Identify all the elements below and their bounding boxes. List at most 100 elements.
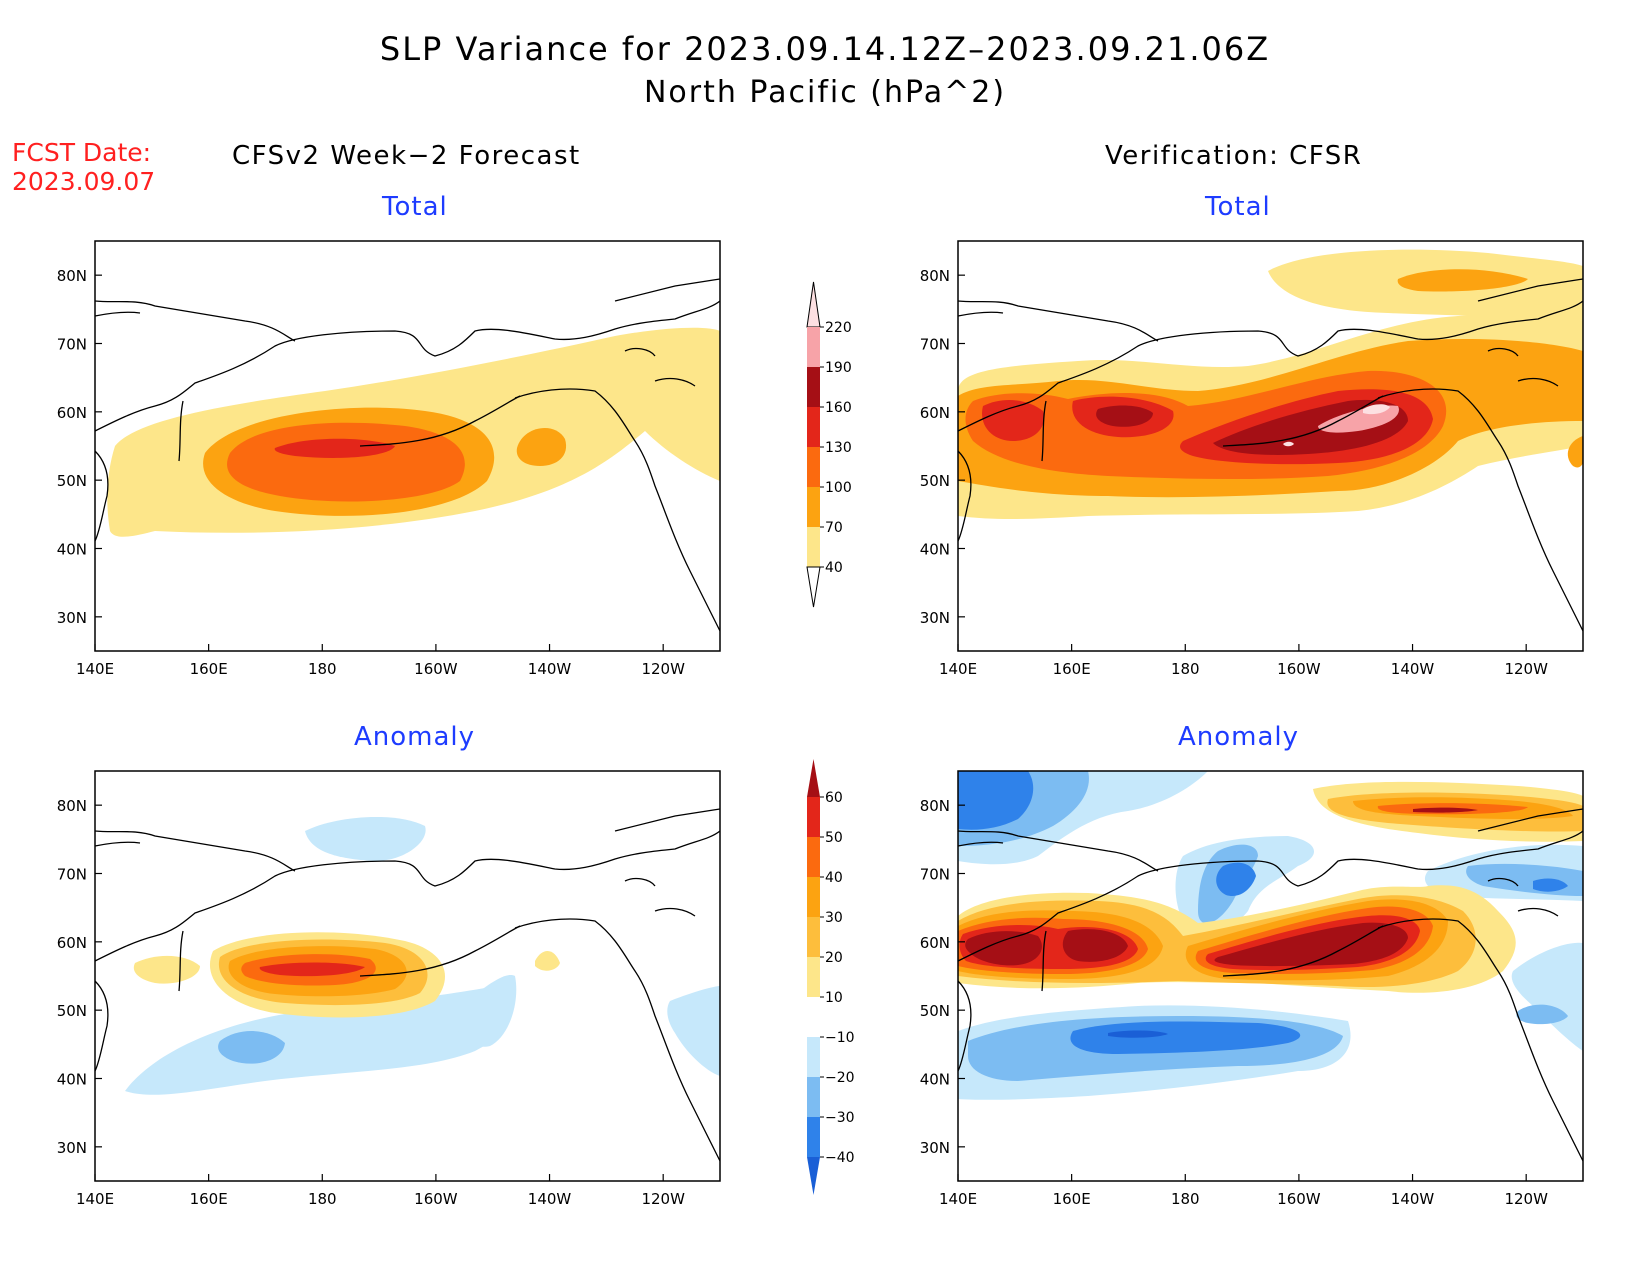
colorbar-label: 100 <box>825 480 852 496</box>
coastline <box>94 808 721 1162</box>
lat-tick-label: 80N <box>920 797 950 815</box>
lon-tick-label: 140W <box>1391 660 1435 678</box>
colorbar-label: 10 <box>825 990 843 1006</box>
lon-tick-label: 120W <box>641 1190 685 1208</box>
forecast-date-label: FCST Date: <box>12 138 152 167</box>
colorbar-label: 70 <box>825 520 843 536</box>
lat-tick-label: 50N <box>57 1002 87 1020</box>
colorbar-label: 160 <box>825 400 852 416</box>
shading <box>958 771 1583 1100</box>
colorbar-box <box>807 527 820 567</box>
colorbar-box <box>807 367 820 407</box>
forecast-date-value: 2023.09.07 <box>12 167 156 196</box>
lon-tick-label: 160E <box>190 1190 228 1208</box>
lat-tick-label: 30N <box>57 1139 87 1157</box>
colorbar-label: −30 <box>825 1110 855 1126</box>
lat-tick-label: 60N <box>920 404 950 422</box>
lon-tick-label: 120W <box>1504 1190 1548 1208</box>
lat-tick-label: 80N <box>57 267 87 285</box>
colorbar-box <box>807 407 820 447</box>
colorbar-label: 190 <box>825 360 852 376</box>
main-title: SLP Variance for 2023.09.14.12Z–2023.09.… <box>379 30 1271 68</box>
lat-tick-label: 40N <box>57 541 87 559</box>
lat-tick-label: 40N <box>920 541 950 559</box>
coastline <box>957 278 1584 632</box>
forecast-date: FCST Date: 2023.09.07 <box>12 138 155 196</box>
colorbar-bottom-arrow <box>806 566 821 608</box>
shading <box>958 249 1583 520</box>
subtitle-verification-anomaly: Anomaly <box>1178 722 1300 752</box>
colorbar-top-arrow <box>807 759 820 797</box>
colorbar-label: 40 <box>825 560 843 576</box>
lat-tick-label: 70N <box>920 336 950 354</box>
colorbar-box <box>807 797 820 837</box>
coastline <box>957 808 1584 1162</box>
colorbar-label: 30 <box>825 910 843 926</box>
colorbar-box <box>807 1037 820 1077</box>
main-subtitle: North Pacific (hPa^2) <box>643 75 1007 110</box>
axis-ticks: 140E 160E 180 160W 140W 120W 30N 40N 50N 60N 70N 80… <box>57 267 685 678</box>
colorbar-label: 50 <box>825 830 843 846</box>
lat-tick-label: 60N <box>57 404 87 422</box>
colorbar-box <box>807 837 820 877</box>
lon-tick-label: 160W <box>414 1190 458 1208</box>
lat-tick-label: 30N <box>57 609 87 627</box>
lon-tick-label: 180 <box>1171 1190 1200 1208</box>
lat-tick-label: 80N <box>920 267 950 285</box>
map-verification-total: 140E 160E 180 160W 140W 120W 30N 40N 50N 60N 70N 80… <box>920 240 1584 678</box>
colorbar-label: −10 <box>825 1030 855 1046</box>
subtitle-forecast-total: Total <box>382 192 448 222</box>
column-title-verification: Verification: CFSR <box>1105 141 1363 171</box>
colorbar-label: 20 <box>825 950 843 966</box>
colorbar-box <box>807 877 820 917</box>
colorbar-box <box>807 997 820 1037</box>
lat-tick-label: 50N <box>920 472 950 490</box>
lat-tick-label: 70N <box>57 866 87 884</box>
map-frame <box>94 770 721 1182</box>
lon-tick-label: 140W <box>1391 1190 1435 1208</box>
map-frame <box>957 240 1584 652</box>
lon-tick-label: 140W <box>528 660 572 678</box>
lat-tick-label: 30N <box>920 609 950 627</box>
coastline <box>94 278 721 632</box>
colorbar-box <box>807 1077 820 1117</box>
lon-tick-label: 140E <box>939 660 977 678</box>
colorbar-label: 130 <box>825 440 852 456</box>
lon-tick-label: 180 <box>308 1190 337 1208</box>
map-frame <box>957 770 1584 1182</box>
lon-tick-label: 160E <box>190 660 228 678</box>
colorbar-box <box>807 917 820 957</box>
lon-tick-label: 180 <box>308 660 337 678</box>
lat-tick-label: 60N <box>920 934 950 952</box>
lat-tick-label: 60N <box>57 934 87 952</box>
lat-tick-label: 30N <box>920 1139 950 1157</box>
subtitle-verification-total: Total <box>1205 192 1271 222</box>
subtitle-forecast-anomaly: Anomaly <box>354 722 476 752</box>
lat-tick-label: 70N <box>920 866 950 884</box>
lon-tick-label: 140E <box>76 660 114 678</box>
axis-ticks: 140E 160E 180 160W 140W 120W 30N 40N 50N 60N 70N 80… <box>57 797 685 1208</box>
lon-tick-label: 140E <box>939 1190 977 1208</box>
map-forecast-anomaly: 140E 160E 180 160W 140W 120W 30N 40N 50N 60N 70N 80… <box>57 770 721 1208</box>
axis-ticks: 140E 160E 180 160W 140W 120W 30N 40N 50N 60N 70N 80… <box>920 267 1548 678</box>
lon-tick-label: 120W <box>1504 660 1548 678</box>
colorbar-box <box>807 447 820 487</box>
lon-tick-label: 180 <box>1171 660 1200 678</box>
lon-tick-label: 160E <box>1053 1190 1091 1208</box>
lon-tick-label: 140E <box>76 1190 114 1208</box>
colorbar-box <box>807 327 820 367</box>
lat-tick-label: 50N <box>57 472 87 490</box>
axis-ticks: 140E 160E 180 160W 140W 120W 30N 40N 50N 60N 70N 80… <box>920 797 1548 1208</box>
lon-tick-label: 120W <box>641 660 685 678</box>
colorbar-label: 40 <box>825 870 843 886</box>
colorbar-top-arrow <box>806 281 821 328</box>
colorbar-box <box>807 1117 820 1157</box>
colorbar-anomaly: −40 −30 −20 −10 10 20 30 40 50 60 <box>807 759 855 1195</box>
lon-tick-label: 160W <box>1277 1190 1321 1208</box>
shading <box>107 327 720 537</box>
map-verification-anomaly: 140E 160E 180 160W 140W 120W 30N 40N 50N 60N 70N 80… <box>920 770 1584 1208</box>
lat-tick-label: 70N <box>57 336 87 354</box>
shading <box>125 816 720 1095</box>
colorbar-label: 60 <box>825 790 843 806</box>
lat-tick-label: 50N <box>920 1002 950 1020</box>
